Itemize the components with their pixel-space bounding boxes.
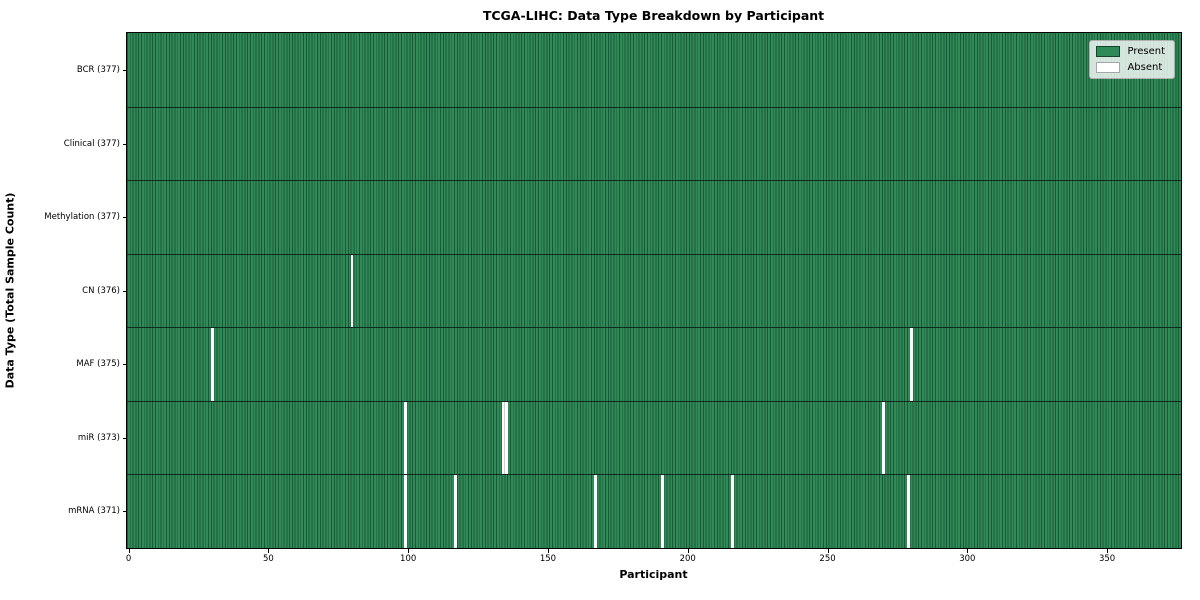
- x-tick-label: 0: [125, 554, 132, 564]
- y-tick-mark: [122, 437, 126, 439]
- x-tick-label: 50: [262, 554, 274, 564]
- absent-cell: [350, 254, 354, 329]
- absent-cell: [881, 401, 885, 476]
- heatmap-row-mrna: [127, 474, 1181, 548]
- heatmap-row-bcr: [127, 33, 1181, 108]
- y-tick-label: miR (373): [77, 432, 120, 443]
- legend: Present Absent: [1089, 40, 1175, 79]
- legend-label-absent: Absent: [1127, 62, 1163, 73]
- absent-cell: [403, 401, 407, 476]
- x-tick-label: 200: [679, 554, 696, 564]
- x-tick-mark: [128, 549, 130, 553]
- absent-cell: [403, 475, 407, 548]
- y-tick-mark: [122, 69, 126, 71]
- y-tick-label: Clinical (377): [63, 138, 120, 149]
- absent-cell: [730, 475, 734, 548]
- absent-cell: [909, 328, 913, 402]
- y-tick-label: BCR (377): [76, 64, 120, 75]
- y-tick-label: MAF (375): [76, 359, 120, 370]
- x-tick-label: 100: [400, 554, 417, 564]
- x-tick-mark: [1107, 549, 1109, 553]
- chart-title: TCGA-LIHC: Data Type Breakdown by Partic…: [482, 8, 825, 23]
- legend-label-present: Present: [1127, 46, 1165, 57]
- y-tick-mark: [122, 290, 126, 292]
- absent-cell: [660, 475, 664, 548]
- x-tick-label: 150: [539, 554, 557, 564]
- legend-swatch-absent: [1096, 62, 1121, 73]
- heatmap-row-mir: [127, 400, 1181, 476]
- y-tick-mark: [122, 217, 126, 219]
- legend-entry-present: Present: [1096, 46, 1165, 57]
- x-tick-label: 350: [1098, 554, 1116, 564]
- y-tick-mark: [122, 143, 126, 145]
- y-axis-label: Data Type (Total Sample Count): [3, 192, 17, 389]
- y-tick-label: CN (376): [82, 285, 120, 296]
- y-tick-label: Methylation (377): [44, 212, 120, 223]
- x-axis-label: Participant: [619, 568, 688, 581]
- x-tick-mark: [967, 549, 969, 553]
- absent-cell: [504, 401, 509, 476]
- heatmap-row-maf: [127, 327, 1181, 402]
- legend-swatch-present: [1096, 46, 1121, 57]
- x-tick-mark: [687, 549, 689, 553]
- x-tick-mark: [827, 549, 829, 553]
- heatmap-row-clinical: [127, 106, 1181, 182]
- plot-area: Present Absent: [126, 32, 1182, 549]
- absent-cell: [454, 475, 457, 548]
- y-tick-mark: [122, 364, 126, 366]
- absent-cell: [593, 475, 597, 548]
- x-tick-label: 300: [959, 554, 976, 564]
- x-tick-mark: [268, 549, 270, 553]
- heatmap-row-methylation: [127, 180, 1181, 255]
- absent-cell: [501, 401, 505, 476]
- x-tick-label: 250: [819, 554, 836, 564]
- absent-cell: [210, 328, 214, 402]
- x-tick-mark: [547, 549, 549, 553]
- y-tick-mark: [122, 511, 126, 513]
- heatmap-row-cn: [127, 253, 1181, 329]
- y-tick-label: mRNA (371): [68, 506, 120, 517]
- legend-entry-absent: Absent: [1096, 62, 1165, 73]
- x-tick-mark: [408, 549, 410, 553]
- absent-cell: [907, 475, 910, 548]
